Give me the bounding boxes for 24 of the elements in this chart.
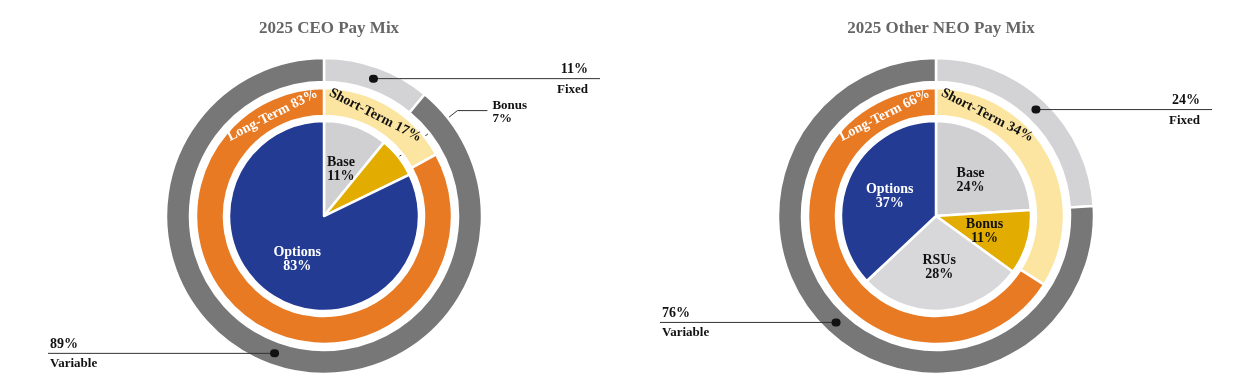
slice-label: Bonus: [492, 96, 528, 112]
slice-label: Variable: [662, 324, 710, 340]
chart-title: 2025 CEO Pay Mix: [258, 18, 400, 37]
slice-label: Base: [326, 153, 355, 169]
data-label: 24%: [956, 178, 985, 194]
slice-label: Options: [865, 181, 914, 197]
data-label: 28%: [925, 265, 954, 281]
data-label: 24%: [1172, 92, 1200, 108]
slice-label: Fixed: [1168, 111, 1201, 127]
slice-label: RSUs: [922, 251, 957, 267]
data-label: 7%: [492, 109, 512, 125]
slice-label: Options: [273, 244, 322, 260]
data-label: 76%: [662, 304, 690, 320]
slice-label: Variable: [50, 355, 98, 371]
data-label: 83%: [283, 258, 312, 274]
data-label: 37%: [875, 195, 904, 211]
data-label: 11%: [560, 61, 588, 77]
slice-label: Bonus: [965, 215, 1004, 231]
slice-label: Base: [956, 164, 985, 180]
data-label: 11%: [970, 229, 999, 245]
data-label: 11%: [327, 167, 355, 183]
data-label: 89%: [50, 335, 78, 351]
chart-title: 2025 Other NEO Pay Mix: [847, 18, 1036, 37]
slice-label: Fixed: [556, 80, 589, 96]
